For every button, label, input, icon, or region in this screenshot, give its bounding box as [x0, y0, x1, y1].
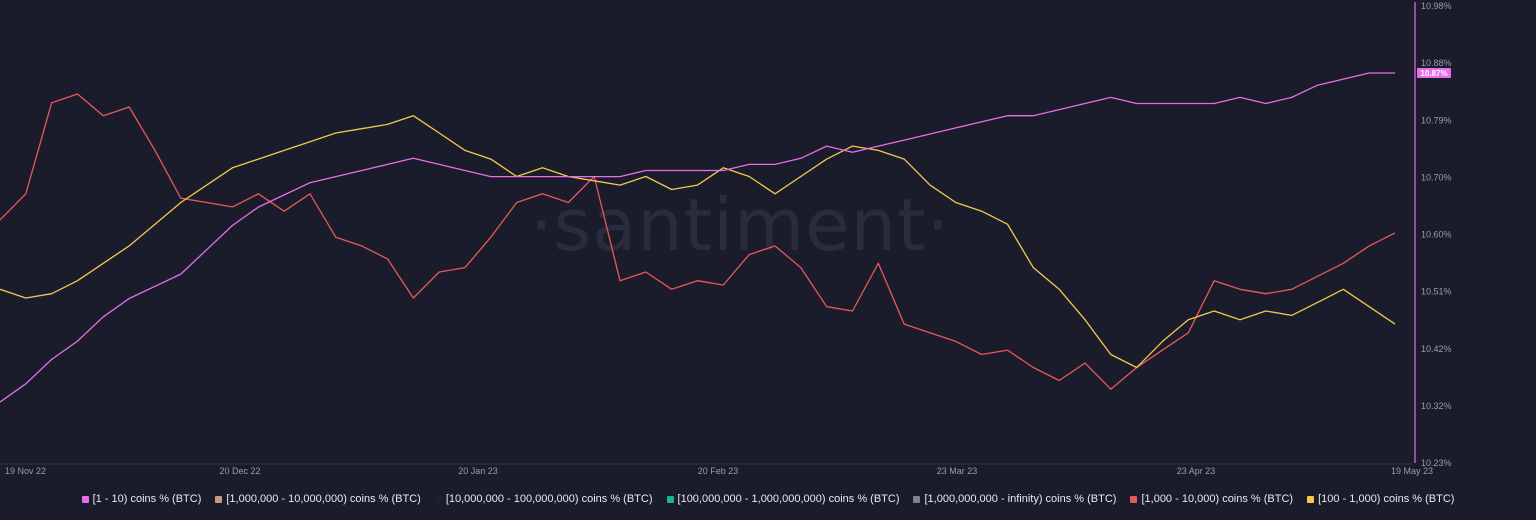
series-line-1-10 — [0, 72, 1395, 403]
legend-swatch — [1130, 495, 1138, 503]
legend-label: [100 - 1,000) coins % (BTC) — [1318, 493, 1455, 505]
legend-swatch — [81, 495, 89, 503]
legend-label: [1,000,000,000 - infinity) coins % (BTC) — [924, 493, 1117, 505]
legend-swatch — [666, 495, 674, 503]
legend-swatch — [913, 495, 921, 503]
legend-item[interactable]: [1,000 - 10,000) coins % (BTC) — [1130, 493, 1293, 505]
legend-label: [100,000,000 - 1,000,000,000) coins % (B… — [677, 493, 900, 505]
y-tick-label: 10.23% — [1421, 458, 1452, 468]
y-tick-label: 10.51% — [1421, 287, 1452, 297]
legend-item[interactable]: [100,000,000 - 1,000,000,000) coins % (B… — [666, 493, 900, 505]
x-tick-label: 23 Mar 23 — [937, 466, 978, 476]
y-tick-label: 10.79% — [1421, 115, 1452, 125]
legend-label: [1,000,000 - 10,000,000) coins % (BTC) — [226, 493, 421, 505]
legend-item[interactable]: [10,000,000 - 100,000,000) coins % (BTC) — [434, 493, 653, 505]
series-line-1000-10000 — [0, 93, 1396, 390]
x-tick-label: 23 Apr 23 — [1177, 466, 1216, 476]
legend-item[interactable]: [1,000,000 - 10,000,000) coins % (BTC) — [215, 493, 421, 505]
legend-swatch — [1307, 495, 1315, 503]
last-value-label: 10.87% — [1420, 69, 1447, 78]
legend-swatch — [215, 495, 223, 503]
legend-label: [1,000 - 10,000) coins % (BTC) — [1141, 493, 1294, 505]
x-tick-label: 19 Nov 22 — [5, 466, 46, 476]
legend: [1 - 10) coins % (BTC) [1,000,000 - 10,00… — [0, 478, 1536, 520]
x-tick-label: 20 Jan 23 — [458, 466, 498, 476]
chart-area: ·santiment· 10.98% 10.88% 10.79% 10.70% 10.60… — [0, 1, 1452, 476]
y-tick-label: 10.88% — [1421, 58, 1452, 68]
legend-swatch — [434, 495, 442, 503]
y-tick-label: 10.98% — [1421, 1, 1452, 11]
legend-item[interactable]: [1 - 10) coins % (BTC) — [81, 493, 202, 505]
last-value-badge — [1417, 68, 1451, 79]
line-chart: ·santiment· 10.98% 10.88% 10.79% 10.70% 10.60… — [0, 1, 1452, 476]
y-tick-label: 10.70% — [1421, 172, 1452, 182]
legend-item[interactable]: [100 - 1,000) coins % (BTC) — [1307, 493, 1454, 505]
legend-item[interactable]: [1,000,000,000 - infinity) coins % (BTC) — [913, 493, 1116, 505]
legend-label: [1 - 10) coins % (BTC) — [92, 493, 202, 505]
watermark: ·santiment· — [530, 183, 951, 267]
series-line-100-1000 — [0, 115, 1396, 369]
y-tick-label: 10.60% — [1421, 230, 1452, 240]
x-tick-label: 20 Feb 23 — [698, 466, 739, 476]
y-tick-label: 10.32% — [1421, 401, 1452, 411]
x-tick-label: 20 Dec 22 — [219, 466, 260, 476]
legend-label: [10,000,000 - 100,000,000) coins % (BTC) — [445, 493, 653, 505]
x-tick-label: 19 May 23 — [1391, 466, 1433, 476]
y-tick-label: 10.42% — [1421, 344, 1452, 354]
